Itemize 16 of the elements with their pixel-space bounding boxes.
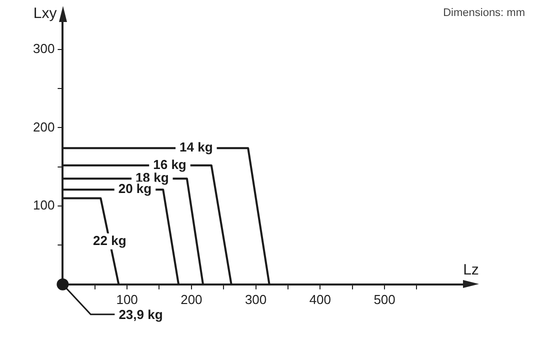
x-tick-label: 300 bbox=[244, 292, 267, 307]
series-label: 14 kg bbox=[180, 140, 213, 155]
x-tick-label: 200 bbox=[180, 292, 202, 307]
series-label: 22 kg bbox=[93, 232, 126, 248]
y-tick-label: 300 bbox=[32, 40, 55, 56]
y-tick-label: 200 bbox=[32, 119, 55, 134]
y-axis-title: Lxy bbox=[33, 5, 58, 22]
x-tick-label: 400 bbox=[309, 292, 332, 307]
y-tick-label: 100 bbox=[32, 198, 55, 213]
series-label: 20 kg bbox=[118, 181, 152, 196]
text: Dimensions: mm bbox=[443, 7, 525, 19]
x-tick-label: 500 bbox=[374, 292, 396, 307]
series-label: 16 kg bbox=[153, 156, 186, 172]
x-tick-label: 100 bbox=[116, 292, 138, 307]
text: 23,9 kg bbox=[118, 306, 163, 322]
x-axis-title: Lz bbox=[463, 261, 479, 278]
